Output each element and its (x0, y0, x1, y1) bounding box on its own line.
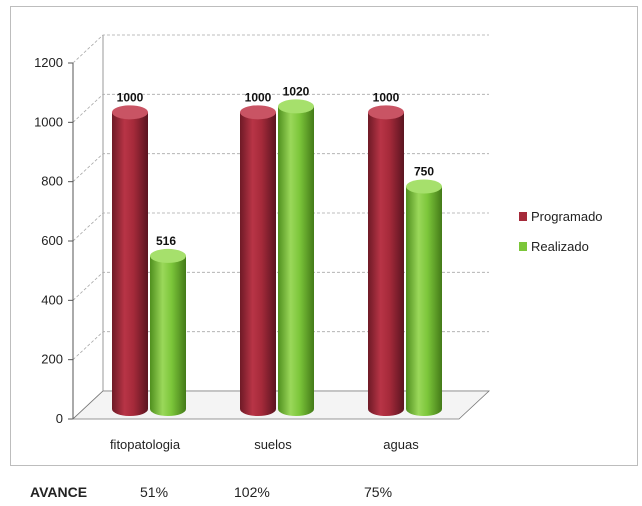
legend-label-realizado: Realizado (531, 239, 589, 254)
data-label: 1000 (373, 90, 400, 104)
bars (112, 99, 442, 417)
bar-programado-fitopatologia (112, 105, 148, 416)
data-label: 1020 (283, 84, 310, 98)
y-tick-label: 0 (56, 411, 63, 426)
bar-realizado-fitopatologia (150, 248, 186, 416)
bar-programado-aguas (368, 105, 404, 416)
gridline (72, 93, 489, 123)
bar-body (406, 186, 442, 416)
x-category-label: fitopatologia (110, 437, 181, 452)
bar-top (112, 105, 148, 120)
x-axis: fitopatologia suelos aguas (110, 437, 419, 452)
gridline (72, 271, 489, 301)
bar-top (406, 179, 442, 194)
data-label: 750 (414, 165, 434, 179)
y-tick-label: 1200 (34, 55, 63, 70)
advance-pct-suelos: 102% (234, 484, 270, 500)
gridline (72, 212, 489, 242)
y-tick-label: 200 (41, 352, 63, 367)
data-label: 516 (156, 234, 176, 248)
legend-label-programado: Programado (531, 209, 603, 224)
bar-body (240, 112, 276, 416)
x-category-label: suelos (254, 437, 292, 452)
advance-pct-fitopatologia: 51% (140, 484, 169, 500)
y-axis: 0 200 400 600 800 1000 1200 (34, 55, 74, 426)
gridline (72, 331, 489, 360)
legend: Programado Realizado (519, 209, 603, 254)
bar-top (278, 99, 314, 114)
advance-row: AVANCE 51% 102% 75% (0, 480, 642, 504)
data-labels: 1000 1000 1000 516 1020 750 (117, 84, 435, 248)
advance-label: AVANCE (30, 484, 88, 500)
data-label: 1000 (245, 90, 272, 104)
chart-frame: 0 200 400 600 800 1000 1200 1000 1000 1000 516 102… (10, 6, 638, 466)
legend-swatch-programado (519, 212, 527, 221)
y-tick-label: 400 (41, 292, 63, 307)
bar-body (278, 106, 314, 417)
y-tick-label: 1000 (34, 114, 63, 129)
legend-swatch-realizado (519, 242, 527, 251)
bar-top (150, 248, 186, 263)
gridline (72, 34, 489, 64)
bar-body (368, 112, 404, 416)
bar-top (240, 105, 276, 120)
x-category-label: aguas (383, 437, 419, 452)
data-label: 1000 (117, 90, 144, 104)
bar-body (150, 255, 186, 416)
bar-programado-suelos (240, 105, 276, 416)
gridline (72, 153, 489, 182)
bar-realizado-aguas (406, 179, 442, 416)
y-tick-label: 800 (41, 174, 63, 189)
chart-svg: 0 200 400 600 800 1000 1200 1000 1000 1000 516 102… (34, 34, 603, 452)
advance-pct-aguas: 75% (364, 484, 393, 500)
bar-top (368, 105, 404, 120)
y-tick-label: 600 (41, 233, 63, 248)
bar-body (112, 112, 148, 416)
bar-realizado-suelos (278, 99, 314, 417)
